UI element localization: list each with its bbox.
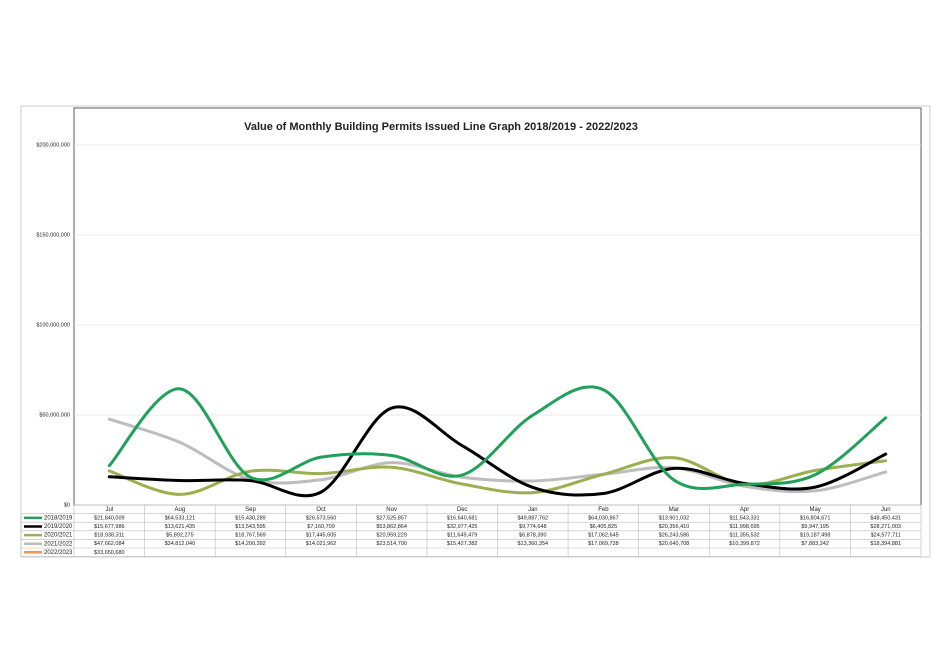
table-value: $13,901,032 [659,515,690,521]
x-tick-label: Aug [175,507,186,513]
y-tick-label: $100,000,000 [36,322,70,328]
y-tick-label: $200,000,000 [36,142,70,148]
table-value: $13,621,435 [165,524,196,530]
x-tick-label: Mar [669,507,679,513]
table-value: $14,200,392 [235,541,266,547]
table-value: $26,573,560 [306,515,337,521]
series-line [107,385,888,491]
y-tick-label: $0 [64,502,70,508]
table-value: $26,243,586 [659,533,690,539]
table-value: $24,577,711 [871,533,901,539]
x-tick-label: Jun [881,507,891,513]
table-value: $47,662,084 [94,541,125,547]
table-value: $18,938,311 [94,533,124,539]
x-tick-label: Jul [105,507,113,513]
table-value: $16,640,681 [447,515,478,521]
table-value: $11,649,479 [447,533,477,539]
table-value: $5,892,275 [166,533,194,539]
table-value: $53,862,864 [376,524,407,530]
legend-label: 2022/2023 [44,550,73,556]
table-value: $17,445,605 [306,533,337,539]
table-value: $15,427,382 [447,541,478,547]
x-tick-label: Feb [598,507,609,513]
table-value: $32,977,425 [447,524,478,530]
x-tick-label: Dec [457,507,468,513]
legend-label: 2018/2019 [44,515,73,521]
table-value: $20,959,229 [376,533,407,539]
table-value: $64,030,867 [588,515,619,521]
table-value: $64,533,121 [165,515,196,521]
table-value: $48,450,431 [870,515,901,521]
table-value: $6,405,825 [590,524,618,530]
table-value: $7,883,242 [801,541,829,547]
table-value: $13,543,595 [235,524,266,530]
table-value: $15,677,986 [94,524,125,530]
table-value: $6,878,390 [519,533,547,539]
table-value: $11,355,532 [729,533,759,539]
legend-label: 2019/2020 [44,524,73,530]
legend-label: 2021/2022 [44,541,73,547]
table-value: $19,187,498 [800,533,831,539]
table-value: $16,804,671 [800,515,831,521]
table-value: $9,774,648 [519,524,547,530]
table-value: $18,394,881 [870,541,901,547]
y-tick-label: $150,000,000 [36,232,70,238]
table-value: $9,947,195 [801,524,829,530]
table-value: $10,399,872 [729,541,760,547]
legend-label: 2020/2021 [44,533,73,539]
table-value: $33,650,680 [94,550,125,556]
table-value: $20,356,410 [659,524,690,530]
table-value: $17,069,738 [588,541,619,547]
table-value: $7,160,709 [307,524,335,530]
x-tick-label: Sep [245,507,256,513]
x-tick-label: May [809,507,820,513]
chart-frame [20,105,931,558]
x-tick-label: Jan [528,507,538,513]
chart-title: Value of Monthly Building Permits Issued… [244,121,638,133]
table-value: $21,840,009 [94,515,125,521]
table-value: $28,271,003 [870,524,901,530]
table-value: $23,514,700 [376,541,407,547]
table-value: $13,360,354 [517,541,548,547]
table-value: $11,998,695 [729,524,759,530]
table-value: $14,021,962 [306,541,337,547]
x-tick-label: Nov [386,507,397,513]
y-tick-label: $50,000,000 [39,412,70,418]
table-value: $11,543,331 [729,515,759,521]
table-value: $34,812,040 [165,541,196,547]
table-value: $15,430,289 [235,515,266,521]
table-value: $27,525,857 [376,515,407,521]
table-value: $20,640,708 [659,541,690,547]
table-value: $17,062,645 [588,533,619,539]
x-tick-label: Oct [316,507,326,513]
x-tick-label: Apr [740,507,749,513]
table-value: $18,767,569 [235,533,266,539]
table-value: $49,887,762 [517,515,548,521]
